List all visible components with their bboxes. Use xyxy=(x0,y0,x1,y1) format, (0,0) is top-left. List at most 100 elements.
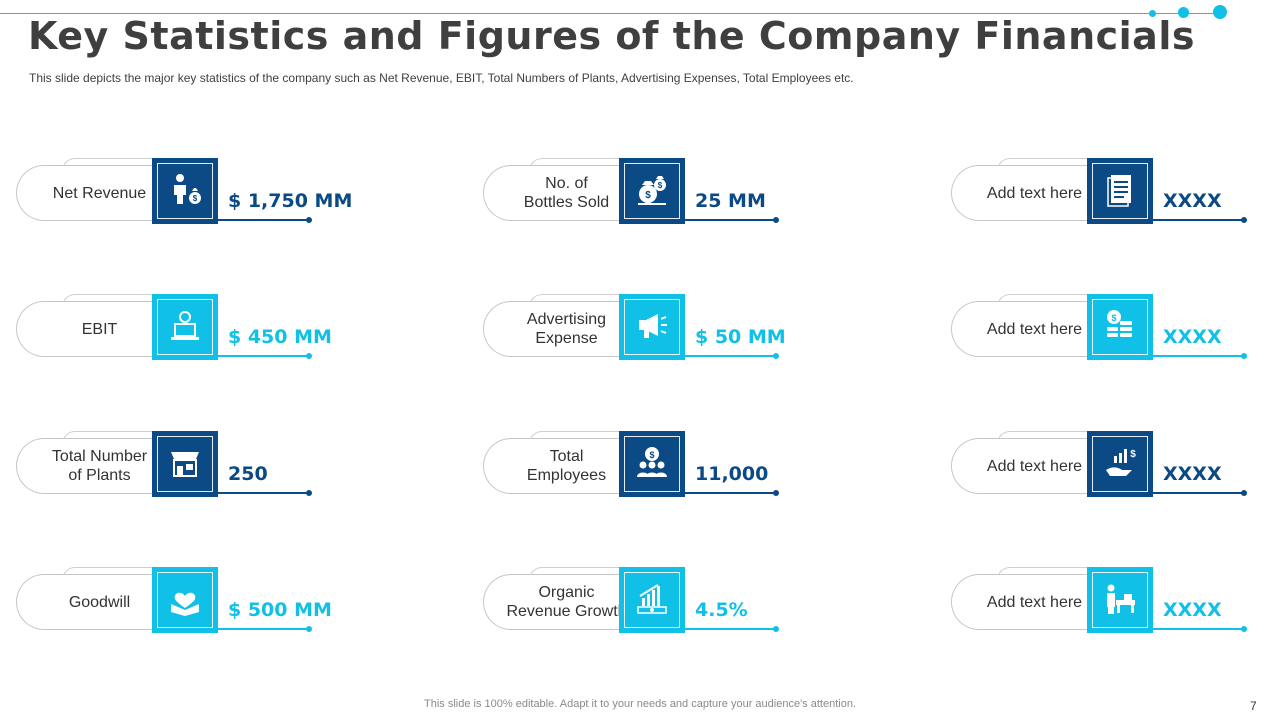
value-underline xyxy=(1153,492,1243,494)
underline-dot xyxy=(1241,217,1247,223)
value-underline xyxy=(218,628,308,630)
stat-label-pill: EBIT xyxy=(16,301,176,357)
stat-label: Total Number of Plants xyxy=(51,448,148,484)
underline-dot xyxy=(1241,490,1247,496)
icon-box xyxy=(619,294,685,360)
stat-card: Add text here $ XXXX xyxy=(951,294,1280,374)
stat-card: Add text here XXXX xyxy=(951,158,1280,238)
value-underline xyxy=(218,355,308,357)
decor-dot-medium xyxy=(1178,7,1189,18)
stat-value: 11,000 xyxy=(695,463,769,485)
stat-value: $ 500 MM xyxy=(228,599,332,621)
decor-dot-large xyxy=(1213,5,1227,19)
underline-dot xyxy=(306,626,312,632)
svg-text:$: $ xyxy=(645,190,651,201)
stat-card: Total Employees $11,000 xyxy=(483,431,813,511)
value-underline xyxy=(218,492,308,494)
stat-value: 250 xyxy=(228,463,268,485)
stat-card: Add text here $ XXXX xyxy=(951,431,1280,511)
icon-box: $ xyxy=(1087,431,1153,497)
svg-text:$: $ xyxy=(193,194,198,203)
stat-value: $ 1,750 MM xyxy=(228,190,353,212)
stat-card: Organic Revenue Growth 4.5% xyxy=(483,567,813,647)
icon-box: $ xyxy=(619,431,685,497)
stat-card: Goodwill $ 500 MM xyxy=(16,567,346,647)
stat-card: EBIT $ 450 MM xyxy=(16,294,346,374)
stat-label-pill: Add text here xyxy=(951,301,1111,357)
underline-dot xyxy=(773,626,779,632)
stat-label: No. of Bottles Sold xyxy=(523,175,610,211)
page-number: 7 xyxy=(1250,699,1257,713)
stat-label-pill: Organic Revenue Growth xyxy=(483,574,643,630)
icon-box xyxy=(1087,158,1153,224)
icon-box: $ xyxy=(152,158,218,224)
top-rule xyxy=(0,13,1225,14)
icon-box: $ xyxy=(1087,294,1153,360)
icon-box xyxy=(1087,567,1153,633)
stat-label: EBIT xyxy=(81,320,118,338)
stat-value: XXXX xyxy=(1163,463,1222,485)
value-underline xyxy=(685,492,775,494)
svg-text:$: $ xyxy=(1111,313,1116,323)
icon-box: $ $ xyxy=(619,158,685,224)
value-underline xyxy=(685,219,775,221)
underline-dot xyxy=(306,217,312,223)
icon-box xyxy=(152,567,218,633)
stat-label: Add text here xyxy=(986,320,1083,338)
document-icon xyxy=(1102,171,1138,212)
stat-label: Advertising Expense xyxy=(526,311,607,347)
stat-label-pill: Total Number of Plants xyxy=(16,438,176,494)
value-underline xyxy=(1153,628,1243,630)
stat-card: Total Number of Plants 250 xyxy=(16,431,346,511)
svg-text:$: $ xyxy=(658,181,663,190)
value-underline xyxy=(1153,219,1243,221)
stat-value: 4.5% xyxy=(695,599,748,621)
stat-card: No. of Bottles Sold $ $25 MM xyxy=(483,158,813,238)
growth-chart-money-icon xyxy=(634,580,670,621)
stat-value: $ 450 MM xyxy=(228,326,332,348)
heart-box-icon xyxy=(167,580,203,621)
stat-value: $ 50 MM xyxy=(695,326,786,348)
money-bags-icon: $ $ xyxy=(634,171,670,212)
stat-label-pill: Add text here xyxy=(951,165,1111,221)
megaphone-icon xyxy=(634,307,670,348)
icon-box xyxy=(152,431,218,497)
worker-desk-icon xyxy=(1102,580,1138,621)
businessman-money-bag-icon: $ xyxy=(167,171,203,212)
svg-text:$: $ xyxy=(649,450,654,460)
stat-label: Total Employees xyxy=(526,448,607,484)
page-subtitle: This slide depicts the major key statist… xyxy=(29,71,854,85)
stat-label: Organic Revenue Growth xyxy=(506,584,627,620)
page-title: Key Statistics and Figures of the Compan… xyxy=(28,14,1195,58)
stat-label: Add text here xyxy=(986,457,1083,475)
underline-dot xyxy=(773,353,779,359)
stat-label-pill: Net Revenue xyxy=(16,165,176,221)
stat-label-pill: Advertising Expense xyxy=(483,301,643,357)
icon-box xyxy=(619,567,685,633)
underline-dot xyxy=(306,490,312,496)
coin-stacks-icon: $ xyxy=(1102,307,1138,348)
stat-label: Add text here xyxy=(986,593,1083,611)
stat-label-pill: No. of Bottles Sold xyxy=(483,165,643,221)
footer-note: This slide is 100% editable. Adapt it to… xyxy=(424,698,856,710)
stat-label-pill: Add text here xyxy=(951,438,1111,494)
underline-dot xyxy=(306,353,312,359)
stat-label-pill: Total Employees xyxy=(483,438,643,494)
stat-value: XXXX xyxy=(1163,326,1222,348)
stat-label-pill: Goodwill xyxy=(16,574,176,630)
laptop-tools-icon xyxy=(167,307,203,348)
underline-dot xyxy=(773,217,779,223)
stat-label: Goodwill xyxy=(68,593,131,611)
stat-value: 25 MM xyxy=(695,190,766,212)
value-underline xyxy=(685,355,775,357)
value-underline xyxy=(685,628,775,630)
underline-dot xyxy=(773,490,779,496)
hand-growth-icon: $ xyxy=(1102,444,1138,485)
storefront-icon xyxy=(167,444,203,485)
stat-card: Advertising Expense $ 50 MM xyxy=(483,294,813,374)
stat-card: Add text here XXXX xyxy=(951,567,1280,647)
stat-card: Net Revenue $ $ 1,750 MM xyxy=(16,158,352,238)
underline-dot xyxy=(1241,353,1247,359)
stat-label: Net Revenue xyxy=(52,184,147,202)
stat-value: XXXX xyxy=(1163,599,1222,621)
